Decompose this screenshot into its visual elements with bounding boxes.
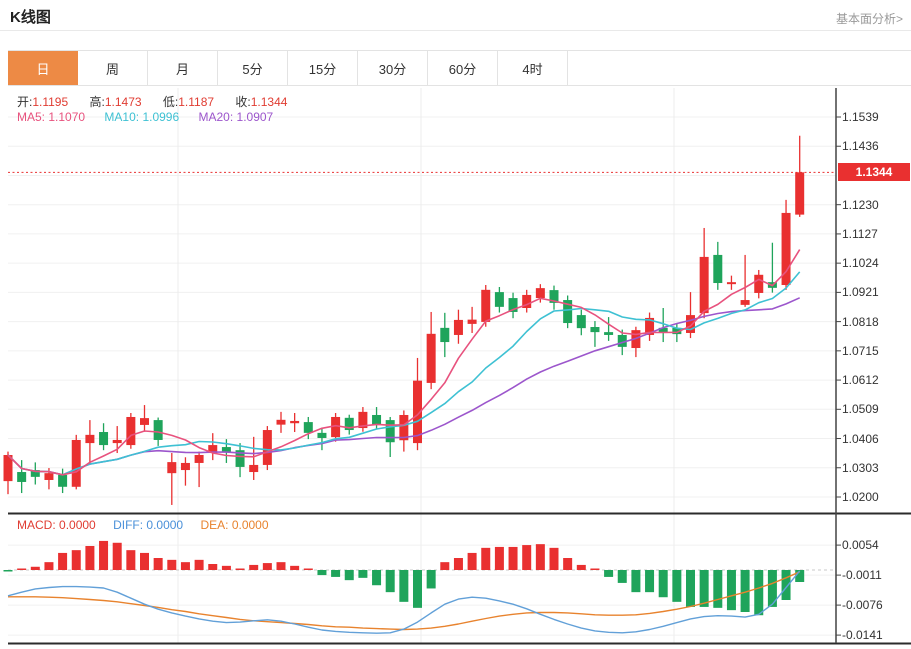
current-price-tag: 1.1344 xyxy=(838,163,910,181)
price-tick-8: 1.0715 xyxy=(842,343,879,358)
tab-period-5[interactable]: 30分 xyxy=(358,51,428,85)
dea-value: DEA: 0.0000 xyxy=(200,518,269,532)
price-tick-6: 1.0921 xyxy=(842,285,879,300)
macd-tick-2: -0.0076 xyxy=(842,598,883,613)
tab-period-0[interactable]: 日 xyxy=(8,51,78,85)
diff-value: DIFF: 0.0000 xyxy=(113,518,184,532)
ma20-readout: MA20: 1.0907 xyxy=(198,110,274,124)
price-tick-4: 1.1127 xyxy=(842,226,878,241)
tab-period-4[interactable]: 15分 xyxy=(288,51,358,85)
macd-tick-3: -0.0141 xyxy=(842,628,883,643)
price-tick-9: 1.0612 xyxy=(842,373,879,388)
ma-readout: MA5: 1.1070 MA10: 1.0996 MA20: 1.0907 xyxy=(17,110,289,124)
macd-readout: MACD: 0.0000 DIFF: 0.0000 DEA: 0.0000 xyxy=(17,518,283,532)
high-readout: 高:1.1473 xyxy=(89,95,142,109)
macd-tick-0: 0.0054 xyxy=(842,538,879,553)
tab-period-7[interactable]: 4时 xyxy=(498,51,568,85)
price-tick-3: 1.1230 xyxy=(842,197,879,212)
price-tick-7: 1.0818 xyxy=(842,314,879,329)
tab-period-6[interactable]: 60分 xyxy=(428,51,498,85)
ma10-readout: MA10: 1.0996 xyxy=(104,110,180,124)
macd-tick-1: -0.0011 xyxy=(842,568,882,583)
price-tick-0: 1.1539 xyxy=(842,110,879,124)
tab-period-2[interactable]: 月 xyxy=(148,51,218,85)
ma5-readout: MA5: 1.1070 xyxy=(17,110,86,124)
page-title: K线图 xyxy=(10,9,51,26)
price-tick-10: 1.0509 xyxy=(842,402,879,417)
price-tick-11: 1.0406 xyxy=(842,431,879,446)
price-tick-13: 1.0200 xyxy=(842,489,879,504)
tab-period-1[interactable]: 周 xyxy=(78,51,148,85)
price-tick-1: 1.1436 xyxy=(842,139,879,154)
tab-period-3[interactable]: 5分 xyxy=(218,51,288,85)
low-readout: 低:1.1187 xyxy=(162,95,215,109)
open-readout: 开:1.1195 xyxy=(17,95,69,109)
ohlc-readout: 开:1.1195 高:1.1473 低:1.1187 收:1.1344 xyxy=(17,93,305,110)
fundamental-analysis-link[interactable]: 基本面分析> xyxy=(835,12,903,26)
close-readout: 收:1.1344 xyxy=(235,95,288,109)
macd-value: MACD: 0.0000 xyxy=(17,518,96,532)
price-tick-12: 1.0303 xyxy=(842,460,879,475)
header-divider xyxy=(0,30,911,31)
price-tick-5: 1.1024 xyxy=(842,256,879,271)
period-tab-bar: 日周月 5分 15分 30分 60分 4时 xyxy=(8,50,911,86)
